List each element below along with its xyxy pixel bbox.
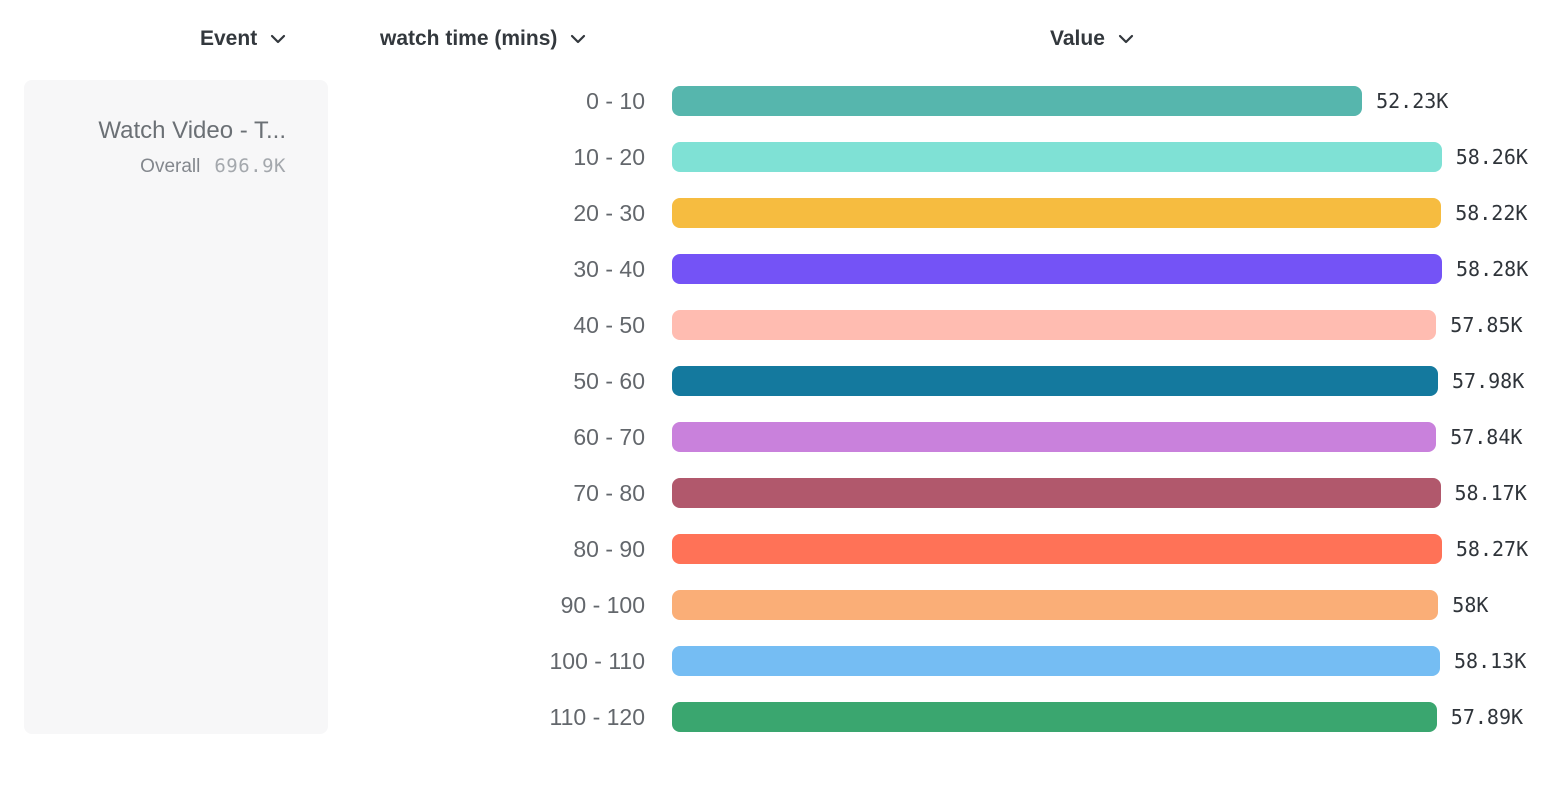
chart-row: 70 - 80 58.17K: [0, 478, 1528, 508]
bar-row-body: 58K: [672, 590, 1488, 620]
horizontal-bar-chart: 0 - 10 52.23K 10 - 20 58.26K 20 - 30 58.22K 30…: [0, 86, 1528, 758]
column-header-event[interactable]: Event: [200, 27, 286, 51]
category-label: 60 - 70: [573, 423, 645, 450]
bar-segment[interactable]: [672, 310, 1437, 340]
chart-row: 80 - 90 58.27K: [0, 534, 1528, 564]
value-label: 58.22K: [1455, 201, 1528, 225]
value-label: 58K: [1452, 593, 1489, 617]
bar-row-body: 58.17K: [672, 478, 1527, 508]
bar-segment[interactable]: [672, 86, 1363, 116]
category-label: 50 - 60: [573, 367, 645, 394]
chevron-down-icon: [571, 34, 586, 44]
chart-row: 20 - 30 58.22K: [0, 198, 1528, 228]
bar-segment[interactable]: [672, 198, 1442, 228]
bar-row-body: 57.85K: [672, 310, 1523, 340]
category-label: 0 - 10: [586, 87, 645, 114]
column-header-value-label: Value: [1050, 27, 1105, 50]
chevron-down-icon: [1118, 34, 1133, 44]
event-legend-card: Watch Video - T... Overall 696.9K: [24, 80, 328, 734]
bar-row-body: 58.28K: [672, 254, 1528, 284]
overall-label: Overall: [140, 156, 201, 177]
bar-row-body: 58.22K: [672, 198, 1527, 228]
chart-row: 50 - 60 57.98K: [0, 366, 1528, 396]
value-label: 58.27K: [1455, 537, 1529, 561]
chart-row: 110 - 120 57.89K: [0, 702, 1528, 732]
bar-segment[interactable]: [672, 142, 1442, 172]
column-header-breakdown[interactable]: watch time (mins): [380, 27, 586, 51]
chevron-down-icon: [271, 34, 286, 44]
bar-segment[interactable]: [672, 254, 1442, 284]
column-header-value[interactable]: Value: [1050, 27, 1134, 51]
category-label: 100 - 110: [549, 647, 645, 674]
bar-segment[interactable]: [672, 702, 1437, 732]
bar-row-body: 57.89K: [672, 702, 1523, 732]
chart-row: 30 - 40 58.28K: [0, 254, 1528, 284]
category-label: 80 - 90: [573, 535, 645, 562]
value-label: 58.17K: [1454, 481, 1527, 505]
value-label: 57.85K: [1450, 313, 1523, 337]
bar-row-body: 58.26K: [672, 142, 1528, 172]
overall-value: 696.9K: [214, 155, 286, 177]
category-label: 90 - 100: [560, 591, 645, 618]
value-label: 57.89K: [1450, 705, 1524, 729]
category-label: 70 - 80: [573, 479, 645, 506]
bar-row-body: 58.27K: [672, 534, 1528, 564]
event-title[interactable]: Watch Video - T...: [98, 117, 286, 144]
value-label: 57.84K: [1450, 425, 1523, 449]
value-label: 58.26K: [1455, 145, 1528, 169]
value-label: 52.23K: [1376, 89, 1449, 113]
category-label: 40 - 50: [573, 311, 645, 338]
bar-segment[interactable]: [672, 590, 1439, 620]
bar-segment[interactable]: [672, 478, 1441, 508]
category-label: 20 - 30: [573, 199, 645, 226]
value-label: 58.13K: [1454, 649, 1527, 673]
value-label: 57.98K: [1452, 369, 1525, 393]
chart-row: 90 - 100 58K: [0, 590, 1528, 620]
chart-row: 40 - 50 57.85K: [0, 310, 1528, 340]
bar-row-body: 52.23K: [672, 86, 1448, 116]
bar-segment[interactable]: [672, 366, 1438, 396]
category-label: 10 - 20: [573, 143, 645, 170]
category-label: 110 - 120: [549, 703, 645, 730]
category-label: 30 - 40: [573, 255, 645, 282]
chart-row: 60 - 70 57.84K: [0, 422, 1528, 452]
column-header-breakdown-label: watch time (mins): [380, 27, 558, 50]
bar-row-body: 58.13K: [672, 646, 1526, 676]
chart-row: 10 - 20 58.26K: [0, 142, 1528, 172]
bar-row-body: 57.84K: [672, 422, 1522, 452]
overall-row: Overall 696.9K: [24, 154, 286, 179]
bar-segment[interactable]: [672, 422, 1437, 452]
chart-row: 100 - 110 58.13K: [0, 646, 1528, 676]
bar-segment[interactable]: [672, 646, 1440, 676]
chart-row: 0 - 10 52.23K: [0, 86, 1528, 116]
value-label: 58.28K: [1456, 257, 1529, 281]
bar-row-body: 57.98K: [672, 366, 1524, 396]
column-header-event-label: Event: [200, 27, 258, 50]
bar-segment[interactable]: [672, 534, 1442, 564]
